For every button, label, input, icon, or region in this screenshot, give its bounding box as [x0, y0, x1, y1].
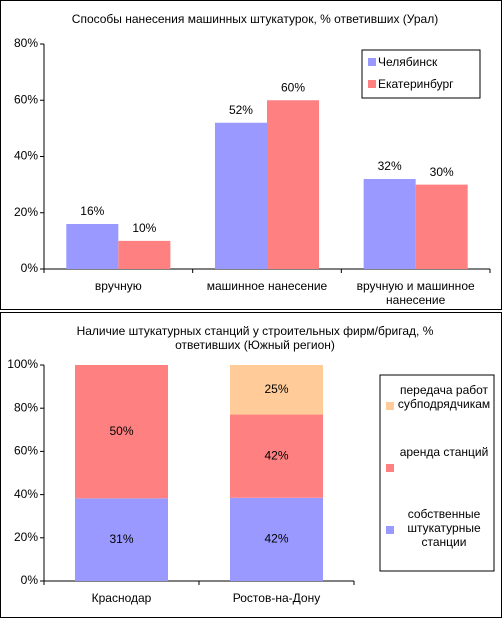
x-tick-label: машинное нанесение [206, 279, 328, 293]
chart-title: Способы нанесения машинных штукатурок, %… [71, 12, 439, 26]
bar [415, 184, 468, 269]
value-label: 16% [80, 204, 104, 218]
y-tick-label: 20% [14, 530, 38, 544]
value-label: 25% [264, 382, 288, 396]
legend-label-box: передача работ субподрядчикам [397, 383, 491, 411]
chart-title-box: Наличие штукатурных станций у строительн… [76, 324, 434, 352]
x-tick-label-box: вручную [94, 279, 142, 293]
x-tick-label: вручную и машинное нанесение [356, 279, 475, 307]
x-tick-label-box: Краснодар [91, 591, 152, 605]
value-label: 32% [378, 159, 402, 173]
y-tick-label: 0% [21, 573, 39, 587]
legend-swatch [386, 402, 394, 410]
x-tick-label-box: вручную и машинное нанесение [356, 279, 475, 307]
x-tick-label: Ростов-на-Дону [232, 591, 321, 605]
legend-frame [379, 374, 495, 572]
bar-segment [230, 414, 323, 498]
legend-label: собственные штукатурные станции [407, 507, 481, 549]
value-label: 31% [109, 532, 133, 546]
chart-title-box: Способы нанесения машинных штукатурок, %… [71, 12, 439, 26]
legend-label: передача работ субподрядчикам [397, 383, 491, 411]
bar [118, 240, 171, 269]
legend-swatch [386, 464, 394, 472]
y-tick-label: 60% [14, 444, 38, 458]
value-label: 50% [109, 424, 133, 438]
value-label: 42% [264, 448, 288, 462]
value-label: 10% [132, 221, 156, 235]
bar-segment [230, 497, 323, 581]
y-tick-label: 80% [14, 36, 38, 50]
y-tick-label: 0% [21, 261, 39, 275]
chart-title: Наличие штукатурных станций у строительн… [76, 324, 434, 352]
value-label: 30% [430, 165, 454, 179]
legend-label: Челябинск [378, 55, 438, 69]
legend-frame [361, 49, 481, 99]
legend-label-box: Екатеринбург [378, 77, 454, 91]
y-tick-label: 80% [14, 400, 38, 414]
bar [66, 224, 119, 269]
legend-label: Екатеринбург [378, 77, 454, 91]
bar-segment [230, 365, 323, 415]
x-tick-label-box: Ростов-на-Дону [232, 591, 321, 605]
x-tick-label: Краснодар [91, 591, 152, 605]
y-tick-label: 60% [14, 92, 38, 106]
legend-label-box: собственные штукатурные станции [407, 507, 481, 549]
value-label: 60% [281, 80, 305, 94]
legend-swatch [386, 526, 394, 534]
y-tick-label: 100% [7, 357, 38, 371]
value-label: 52% [229, 103, 253, 117]
bar [267, 100, 320, 269]
bar-segment [75, 365, 168, 499]
bar [214, 122, 267, 269]
legend-label-box: аренда станций [399, 445, 489, 459]
y-tick-label: 40% [14, 149, 38, 163]
value-label: 42% [264, 532, 288, 546]
bar-segment [75, 498, 168, 581]
legend-label: аренда станций [399, 445, 489, 459]
bar [363, 179, 416, 269]
x-tick-label-box: машинное нанесение [206, 279, 328, 293]
x-tick-label: вручную [94, 279, 142, 293]
y-tick-label: 20% [14, 205, 38, 219]
legend-swatch [368, 80, 376, 88]
legend-label-box: Челябинск [378, 55, 438, 69]
y-tick-label: 40% [14, 487, 38, 501]
legend-swatch [368, 58, 376, 66]
